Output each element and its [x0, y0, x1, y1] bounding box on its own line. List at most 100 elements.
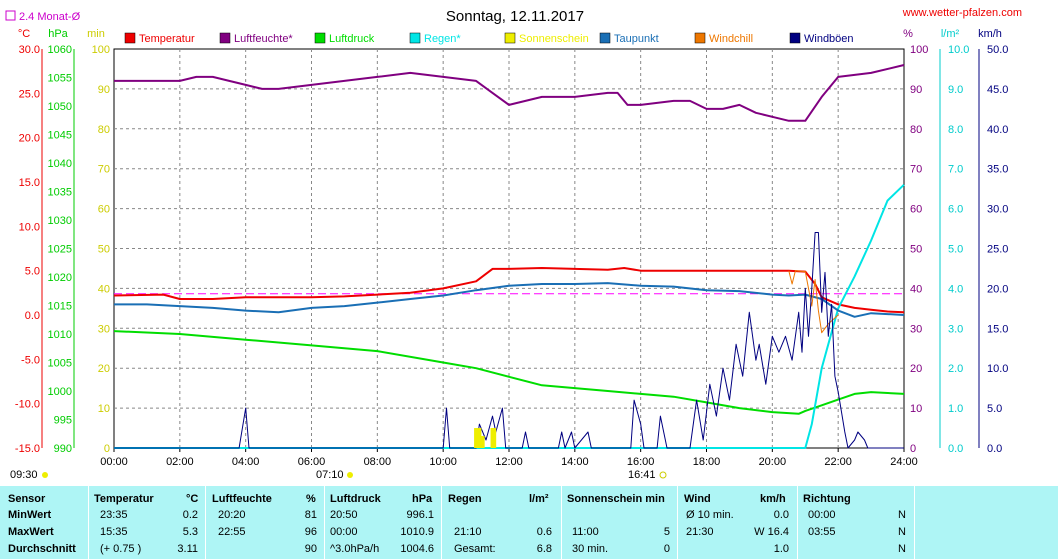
wind_kmh-tick-label: 25.0: [987, 244, 1008, 256]
wind_kmh-tick-label: 15.0: [987, 323, 1008, 335]
monthly-avg-marker: [5, 10, 16, 21]
pressure_hpa-tick-label: 1060: [48, 44, 72, 56]
minutes-tick-label: 70: [98, 164, 110, 176]
temp_c-tick-label: -15.0: [15, 443, 40, 455]
x-tick-label: 22:00: [824, 456, 852, 468]
minutes-tick-label: 100: [92, 44, 110, 56]
legend-label-temperatur: Temperatur: [139, 33, 195, 45]
table-cell-dir-time: 00:00: [808, 509, 836, 521]
table-cell-hum-val: 90: [304, 543, 317, 555]
table-cell-press-val: 996.1: [406, 509, 434, 521]
legend-swatch-luftfeuchte: [219, 32, 231, 44]
chart-grid: [113, 48, 905, 449]
humidity_pct-tick-label: 70: [910, 164, 922, 176]
rain_lm2-tick-label: 0.0: [948, 443, 963, 455]
rain_lm2-tick-label: 3.0: [948, 323, 963, 335]
table-cell-label: MaxWert: [8, 526, 54, 538]
chart-title: Sonntag, 12.11.2017: [446, 8, 584, 25]
table-cell-sun-val: 0: [663, 543, 670, 555]
humidity_pct-tick-label: 30: [910, 323, 922, 335]
temp_c-tick-label: 30.0: [19, 44, 40, 56]
chart-series: [113, 64, 905, 449]
legend-label-regen: Regen*: [424, 33, 461, 45]
table-cell-wind-val: 0.0: [773, 509, 789, 521]
chart-legend: Temperatur Luftfeuchte* Luftdruck Regen* Son…: [124, 32, 854, 45]
rain_lm2-tick-label: 7.0: [948, 164, 963, 176]
wind_kmh-tick-label: 40.0: [987, 124, 1008, 136]
humidity_pct-tick-label: 20: [910, 363, 922, 375]
wind_kmh-tick-label: 10.0: [987, 363, 1008, 375]
pressure_hpa-tick-label: 1025: [48, 244, 72, 256]
temp_c-tick-label: 20.0: [19, 133, 40, 145]
x-tick-label: 12:00: [495, 456, 523, 468]
rain_lm2-tick-label: 8.0: [948, 124, 963, 136]
table-cell-wind-time: Ø 10 min.: [686, 509, 734, 521]
website-link[interactable]: www.wetter-pfalzen.com: [902, 7, 1022, 19]
humidity_pct-tick-label: 60: [910, 204, 922, 216]
table-cell-hum-val: 81: [304, 509, 317, 521]
sunrise-label: 07:10: [316, 469, 344, 481]
start-time-label: 09:30: [10, 469, 38, 481]
legend-swatch-windchill: [694, 32, 706, 44]
stats-table: Sensor Temperatur °C Luftfeuchte % Luftd…: [0, 486, 1058, 559]
series-taupunkt-line: [114, 282, 905, 318]
legend-label-luftdruck: Luftdruck: [329, 33, 375, 45]
humidity_pct-tick-label: 0: [910, 443, 916, 455]
series-sonnenschein-bar: [474, 428, 479, 448]
humidity_pct-tick-label: 10: [910, 403, 922, 415]
wind_kmh-tick-label: 0.0: [987, 443, 1002, 455]
unit-humidity: %: [903, 28, 913, 40]
humidity_pct-tick-label: 90: [910, 84, 922, 96]
table-cell-rain-time: Gesamt:: [454, 543, 496, 555]
rain_lm2-tick-label: 2.0: [948, 363, 963, 375]
table-cell-press-time: ^3.0hPa/h: [330, 543, 380, 555]
legend-swatch-regen: [409, 32, 421, 44]
temp_c-tick-label: 25.0: [19, 88, 40, 100]
table-cell-dir-val: N: [898, 509, 906, 521]
table-cell-sun-val: 5: [663, 526, 670, 538]
temp_c-tick-label: -10.0: [15, 399, 40, 411]
pressure_hpa-tick-label: 1040: [48, 158, 72, 170]
minutes-tick-label: 60: [98, 204, 110, 216]
table-cell-hum-time: 22:55: [218, 526, 246, 538]
temp_c-tick-label: 15.0: [19, 177, 40, 189]
temp_c-tick-label: 5.0: [25, 266, 40, 278]
pressure_hpa-tick-label: 1055: [48, 73, 72, 85]
wind_kmh-tick-label: 50.0: [987, 44, 1008, 56]
minutes-tick-label: 30: [98, 323, 110, 335]
header-hum-unit: %: [306, 493, 316, 505]
rain_lm2-tick-label: 6.0: [948, 204, 963, 216]
header-richtung: Richtung: [803, 493, 851, 505]
minutes-tick-label: 50: [98, 244, 110, 256]
table-cell-temp-val: 3.11: [177, 543, 198, 555]
legend-label-taupunkt: Taupunkt: [614, 33, 659, 45]
legend-swatch-luftdruck: [314, 32, 326, 44]
pressure_hpa-tick-label: 1020: [48, 272, 72, 284]
table-cell-wind-val: 1.0: [773, 543, 789, 555]
table-cell-hum-val: 96: [304, 526, 317, 538]
x-tick-label: 14:00: [561, 456, 589, 468]
table-cell-temp-val: 5.3: [182, 526, 198, 538]
rain_lm2-tick-label: 1.0: [948, 403, 963, 415]
humidity_pct-tick-label: 80: [910, 124, 922, 136]
pressure_hpa-tick-label: 1000: [48, 386, 72, 398]
series-luftfeuchte-line: [114, 64, 905, 122]
pressure_hpa-tick-label: 1010: [48, 329, 72, 341]
start-sun-icon: [42, 472, 48, 478]
wind_kmh-tick-label: 45.0: [987, 84, 1008, 96]
pressure_hpa-tick-label: 990: [54, 443, 72, 455]
series-luftdruck-line: [113, 330, 905, 415]
monthly-avg-label: 2.4 Monat-Ø: [19, 11, 81, 23]
x-tick-label: 20:00: [759, 456, 787, 468]
legend-label-windb-en: Windböen: [804, 33, 854, 45]
unit-temp: °C: [18, 28, 30, 40]
header-rain-unit: l/m²: [529, 493, 549, 505]
table-cell-sun-time: 30 min.: [572, 543, 609, 555]
rain_lm2-tick-label: 4.0: [948, 283, 963, 295]
pressure_hpa-tick-label: 1005: [48, 358, 72, 370]
pressure_hpa-tick-label: 995: [54, 415, 72, 427]
minutes-tick-label: 40: [98, 283, 110, 295]
legend-label-windchill: Windchill: [709, 33, 753, 45]
minutes-tick-label: 0: [104, 443, 110, 455]
temp_c-tick-label: 10.0: [19, 221, 40, 233]
